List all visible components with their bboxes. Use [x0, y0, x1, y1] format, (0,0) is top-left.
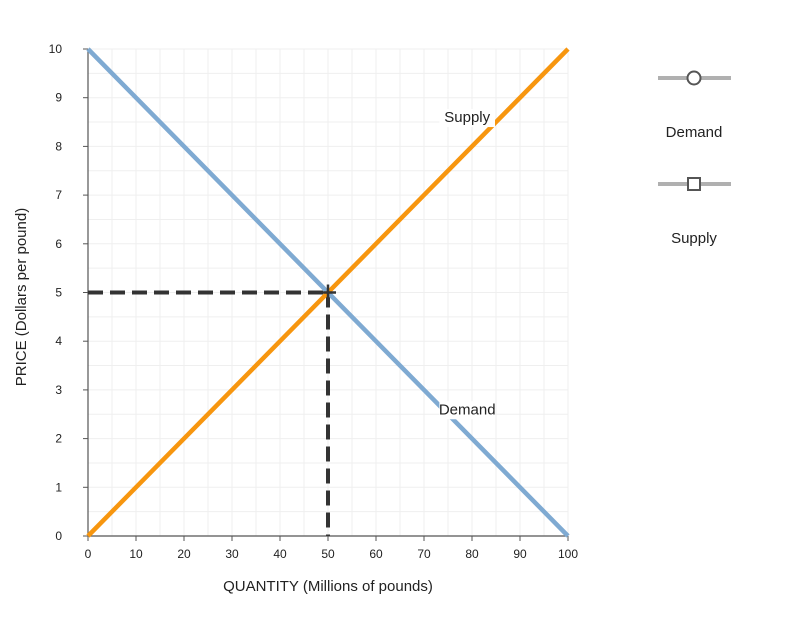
y-tick-label: 9 [55, 91, 62, 105]
equilibrium-guides [88, 290, 330, 536]
curve-label-demand: Demand [439, 401, 496, 418]
y-axis-title: PRICE (Dollars per pound) [13, 208, 30, 386]
y-tick-label: 1 [55, 480, 62, 494]
legend-circle-marker[interactable] [686, 70, 702, 86]
curve-label-supply: Supply [444, 109, 490, 126]
y-tick-label: 6 [55, 237, 62, 251]
legend-label-supply: Supply [671, 230, 717, 247]
x-tick-label: 80 [465, 547, 479, 561]
legend: Demand Supply [658, 70, 731, 247]
y-tick-label: 4 [55, 334, 62, 348]
y-tick-label: 8 [55, 139, 62, 153]
x-tick-label: 30 [225, 547, 239, 561]
y-tick-label: 10 [49, 42, 63, 56]
y-tick-label: 3 [55, 383, 62, 397]
curve-label-bg [439, 109, 495, 128]
x-tick-label: 0 [85, 547, 92, 561]
x-tick-label: 70 [417, 547, 431, 561]
x-tick-label: 100 [558, 547, 578, 561]
y-tick-label: 0 [55, 529, 62, 543]
y-tick-label: 2 [55, 432, 62, 446]
curve-label-bg [439, 401, 495, 420]
y-tick-label: 5 [55, 286, 62, 300]
x-tick-label: 10 [129, 547, 143, 561]
x-tick-label: 20 [177, 547, 191, 561]
x-tick-label: 60 [369, 547, 383, 561]
legend-square-marker[interactable] [687, 177, 701, 191]
y-tick-labels: 0 1 2 3 4 5 6 7 8 9 10 [49, 42, 63, 543]
curve-labels: Supply Demand [439, 109, 496, 420]
x-axis-title: QUANTITY (Millions of pounds) [223, 578, 433, 595]
legend-label-demand: Demand [666, 124, 723, 141]
x-tick-label: 50 [321, 547, 335, 561]
equilibrium-marker[interactable] [320, 284, 336, 301]
x-tick-label: 90 [513, 547, 527, 561]
x-tick-label: 40 [273, 547, 287, 561]
x-tick-labels: 0 10 20 30 40 50 60 70 80 90 100 [85, 547, 579, 561]
y-tick-label: 7 [55, 188, 62, 202]
